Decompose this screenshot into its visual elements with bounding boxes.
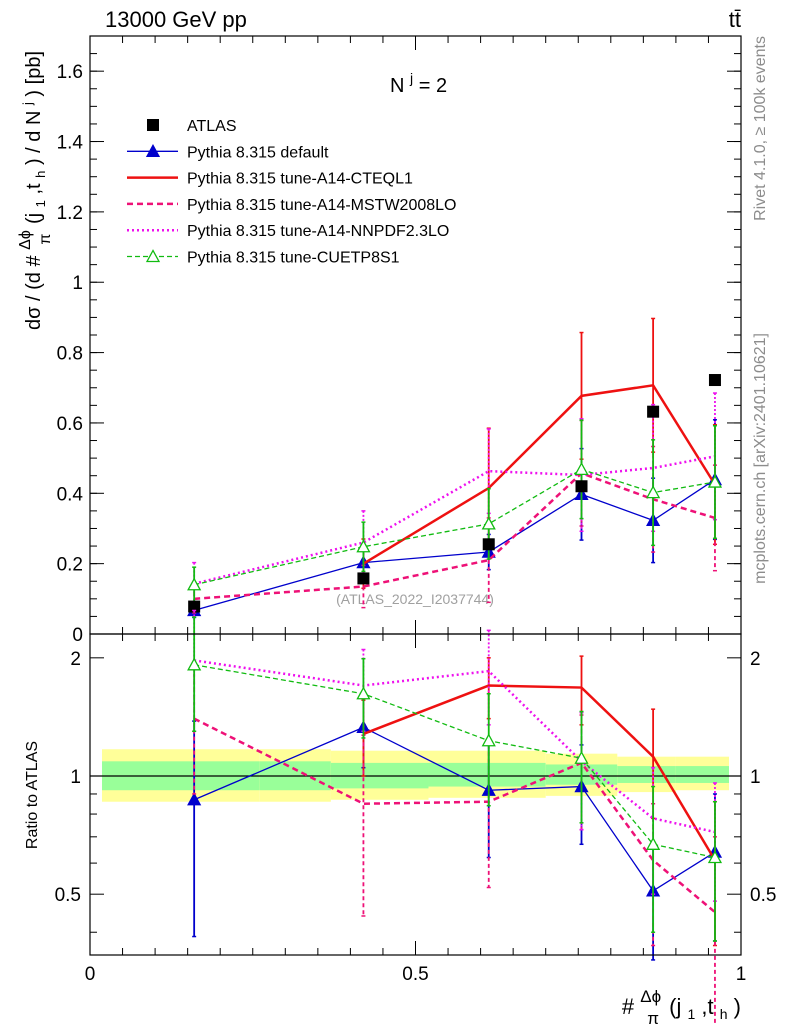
series-marker [187, 792, 202, 806]
series-line [193, 659, 716, 834]
legend-label: Pythia 8.315 tune-A14-CTEQL1 [187, 171, 413, 188]
data-point [708, 374, 721, 387]
ratio-tick-label: 2 [70, 649, 81, 670]
njets-rest: = 2 [419, 75, 447, 97]
band-green [675, 766, 729, 783]
legend-marker [145, 249, 161, 263]
y-label-sup: j [20, 102, 35, 106]
x-label-frac-den: π [647, 1009, 659, 1024]
frames: 0 0.2 0.4 0.6 0.8 1 1.2 1.4 1.6 0.5 0.5 1 1 2 2 0 0.5 1 [55, 35, 776, 985]
series-marker [707, 850, 723, 864]
legend-label: Pythia 8.315 default [187, 144, 329, 161]
series-marker [574, 750, 589, 764]
x-tick-label: 1 [736, 964, 747, 985]
series-marker [187, 657, 202, 671]
legend-marker [147, 119, 159, 131]
analysis-watermark: (ATLAS_2022_I2037744) [336, 591, 494, 607]
ratio-tick-label: 0.5 [55, 885, 81, 906]
main-panel [187, 317, 723, 619]
y-tick-label: 1.2 [57, 203, 83, 224]
x-label-sub1: 1 [687, 1006, 695, 1022]
y-label-sub1: 1 [33, 200, 48, 207]
y-label-comma: ,t [23, 183, 45, 195]
series-line [193, 455, 716, 585]
y-axis-label-main: dσ / (d # Δϕ π (j 1 ,t h ) / d N j ) [pb… [13, 51, 55, 330]
legend: ATLAS Pythia 8.315 default Pythia 8.315 tu… [127, 118, 456, 267]
x-label-sub2: h [720, 1006, 728, 1022]
header-title: 13000 GeV pp [105, 7, 247, 32]
x-label-frac-num: Δϕ [640, 987, 661, 1006]
series-marker [356, 686, 371, 700]
series-line [194, 664, 716, 859]
series-marker [356, 539, 371, 553]
series-line [362, 383, 717, 565]
y-tick-label: 0.6 [57, 414, 83, 435]
header-process: tt̄ [729, 7, 741, 32]
ratio-tick-label-right: 2 [750, 649, 761, 670]
y-tick-label: 1 [72, 273, 83, 294]
y-tick-label: 1.6 [57, 62, 83, 83]
y-tick-label: 0 [72, 625, 83, 646]
y-tick-label: 0.4 [57, 484, 84, 505]
y-label-sub2: h [33, 171, 48, 178]
y-tick-label: 0.8 [57, 344, 83, 365]
legend-label: Pythia 8.315 tune-CUETP8S1 [187, 250, 400, 267]
series-line [193, 717, 716, 914]
y-tick-label: 1.4 [57, 133, 84, 154]
data-point [647, 405, 660, 418]
series-line [193, 479, 716, 612]
y-label-frac-den: π [37, 234, 54, 245]
y-label-close: ) / d N [23, 111, 45, 165]
x-label-comma: ,t [701, 994, 713, 1019]
ratio-panel [90, 609, 741, 1024]
ratio-tick-label-right: 0.5 [750, 885, 776, 906]
y-label-mid: (j [23, 213, 45, 224]
njets-sup: j [409, 70, 413, 86]
series-marker [481, 516, 496, 530]
series-line [194, 471, 716, 601]
series-marker [646, 836, 661, 850]
x-label-close: ) [734, 994, 741, 1019]
series-marker [481, 733, 496, 747]
y-label-frac-num: Δϕ [17, 230, 34, 250]
x-tick-label: 0.5 [402, 964, 428, 985]
y-label-pre: dσ / (d # [23, 255, 45, 330]
data-point [482, 538, 495, 551]
njets-n: N [390, 75, 404, 97]
series-marker [646, 485, 661, 499]
data-point [188, 600, 201, 613]
ratio-tick-label: 1 [70, 767, 81, 788]
data-point [357, 572, 370, 585]
x-axis-label: # Δϕ π (j 1 ,t h ) [622, 982, 741, 1024]
mcplots-label: mcplots.cern.ch [arXiv:2401.10621] [752, 333, 769, 584]
legend-label: Pythia 8.315 tune-A14-NNPDF2.3LO [187, 223, 449, 240]
data-point [575, 480, 588, 493]
legend-label: Pythia 8.315 tune-A14-MSTW2008LO [187, 197, 456, 214]
x-label-mid: (j [669, 994, 681, 1019]
y-axis-label-ratio: Ratio to ATLAS [24, 741, 41, 849]
series-line [194, 468, 716, 586]
band-green [428, 762, 546, 787]
legend-marker [145, 143, 161, 157]
legend-label: ATLAS [187, 118, 237, 135]
x-label-pre: # [622, 994, 635, 1019]
x-tick-label: 0 [85, 964, 96, 985]
njets-annotation: N j = 2 [390, 66, 447, 97]
series-line [193, 726, 716, 892]
y-tick-label: 0.2 [57, 555, 83, 576]
y-label-unit: ) [pb] [23, 51, 45, 97]
ratio-tick-label-right: 1 [750, 767, 761, 788]
series-marker [574, 462, 589, 476]
series-marker [707, 474, 723, 488]
series-line [362, 684, 717, 861]
rivet-label: Rivet 4.1.0, ≥ 100k events [752, 36, 769, 221]
series-marker [187, 577, 202, 591]
